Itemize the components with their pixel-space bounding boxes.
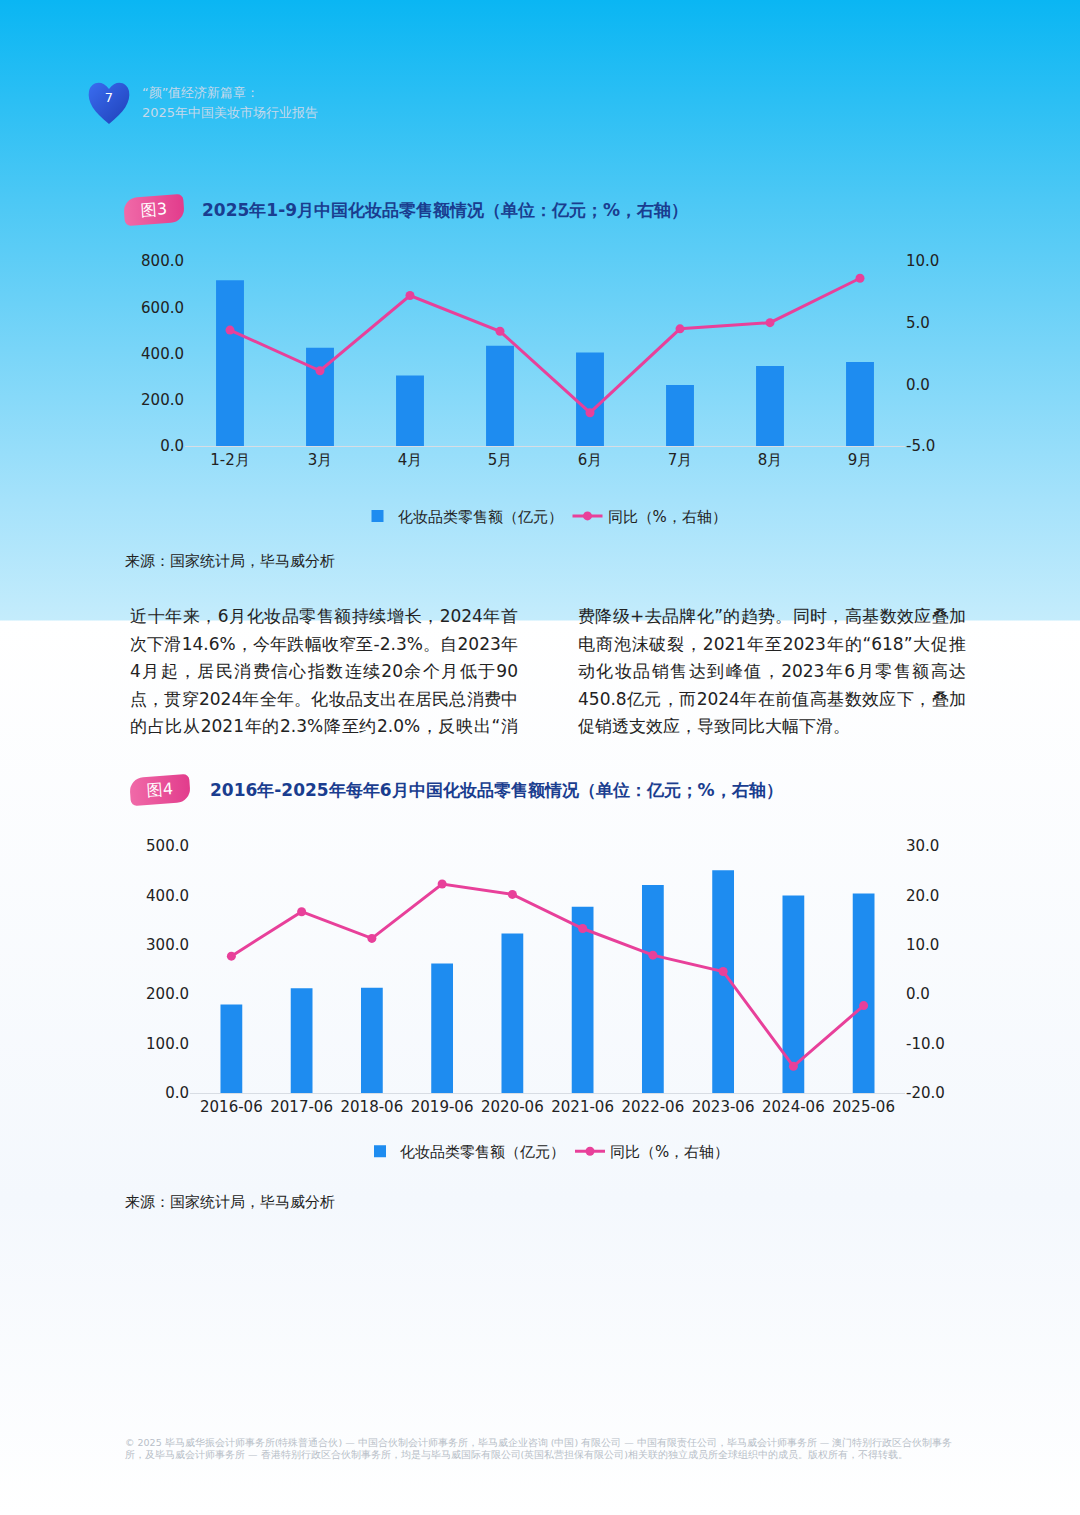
svg-text:10.0: 10.0 xyxy=(906,936,939,954)
html-text:© 2025 毕马威华振会计师事务所(特殊普通合伙) — 中: © 2025 毕马威华振会计师事务所(特殊普通合伙) — 中国合伙制会计师事务所… xyxy=(125,1437,953,1460)
svg-text:2017-06: 2017-06 xyxy=(270,1098,333,1116)
svg-text:8月: 8月 xyxy=(758,451,783,469)
svg-text:2016-06: 2016-06 xyxy=(200,1098,263,1116)
svg-text:2018-06: 2018-06 xyxy=(341,1098,404,1116)
svg-text:-5.0: -5.0 xyxy=(906,437,935,455)
svg-text:0.0: 0.0 xyxy=(906,985,930,1003)
svg-text:300.0: 300.0 xyxy=(146,936,189,954)
svg-text:0.0: 0.0 xyxy=(906,376,930,394)
svg-text:5.0: 5.0 xyxy=(906,314,930,332)
svg-text:2022-06: 2022-06 xyxy=(622,1098,685,1116)
svg-text:-10.0: -10.0 xyxy=(906,1035,945,1053)
svg-text:1-2月: 1-2月 xyxy=(210,451,250,469)
svg-text:同比（%，右轴）: 同比（%，右轴） xyxy=(608,508,727,526)
svg-text:2021-06: 2021-06 xyxy=(551,1098,614,1116)
html-text:2016年-2025年每年6月中国化妆品零售额情况（单位：亿: 2016年-2025年每年6月中国化妆品零售额情况（单位：亿元；%，右轴） xyxy=(210,780,783,800)
svg-text:同比（%，右轴）: 同比（%，右轴） xyxy=(610,1143,729,1161)
svg-text:600.0: 600.0 xyxy=(141,299,184,317)
svg-text:2024-06: 2024-06 xyxy=(762,1098,825,1116)
svg-text:0.0: 0.0 xyxy=(160,437,184,455)
svg-text:0.0: 0.0 xyxy=(165,1084,189,1102)
html-text:图3: 图3 xyxy=(140,199,168,220)
svg-text:10.0: 10.0 xyxy=(906,252,939,270)
html-text:近十年来，6月化妆品零售额持续增长，2024年首次下滑14.: 近十年来，6月化妆品零售额持续增长，2024年首次下滑14.6%，今年跌幅收窄至… xyxy=(130,606,966,736)
svg-text:30.0: 30.0 xyxy=(906,837,939,855)
svg-text:化妆品类零售额（亿元）: 化妆品类零售额（亿元） xyxy=(400,1143,565,1161)
html-text:来源：国家统计局，毕马威分析: 来源：国家统计局，毕马威分析 xyxy=(125,1193,335,1211)
svg-text:4月: 4月 xyxy=(398,451,423,469)
svg-text:9月: 9月 xyxy=(848,451,873,469)
svg-text:6月: 6月 xyxy=(578,451,603,469)
svg-text:500.0: 500.0 xyxy=(146,837,189,855)
svg-text:2023-06: 2023-06 xyxy=(692,1098,755,1116)
html-text:2025年中国美妆市场行业报告: 2025年中国美妆市场行业报告 xyxy=(142,105,319,120)
html-text:来源：国家统计局，毕马威分析: 来源：国家统计局，毕马威分析 xyxy=(125,552,335,570)
html-text:“颜”值经济新篇章：: “颜”值经济新篇章： xyxy=(142,85,260,100)
svg-text:800.0: 800.0 xyxy=(141,252,184,270)
svg-text:7月: 7月 xyxy=(668,451,693,469)
svg-text:3月: 3月 xyxy=(308,451,333,469)
svg-text:化妆品类零售额（亿元）: 化妆品类零售额（亿元） xyxy=(398,508,563,526)
svg-text:2019-06: 2019-06 xyxy=(411,1098,474,1116)
svg-text:-20.0: -20.0 xyxy=(906,1084,945,1102)
html-text:7: 7 xyxy=(104,90,114,105)
svg-text:2025-06: 2025-06 xyxy=(832,1098,895,1116)
svg-text:100.0: 100.0 xyxy=(146,1035,189,1053)
svg-text:5月: 5月 xyxy=(488,451,513,469)
svg-text:400.0: 400.0 xyxy=(141,345,184,363)
html-text:图4: 图4 xyxy=(146,779,174,800)
svg-text:400.0: 400.0 xyxy=(146,887,189,905)
svg-text:2020-06: 2020-06 xyxy=(481,1098,544,1116)
html-text:2025年1-9月中国化妆品零售额情况（单位：亿元；%，右轴: 2025年1-9月中国化妆品零售额情况（单位：亿元；%，右轴） xyxy=(202,200,689,220)
svg-text:20.0: 20.0 xyxy=(906,887,939,905)
svg-text:200.0: 200.0 xyxy=(146,985,189,1003)
svg-text:200.0: 200.0 xyxy=(141,391,184,409)
